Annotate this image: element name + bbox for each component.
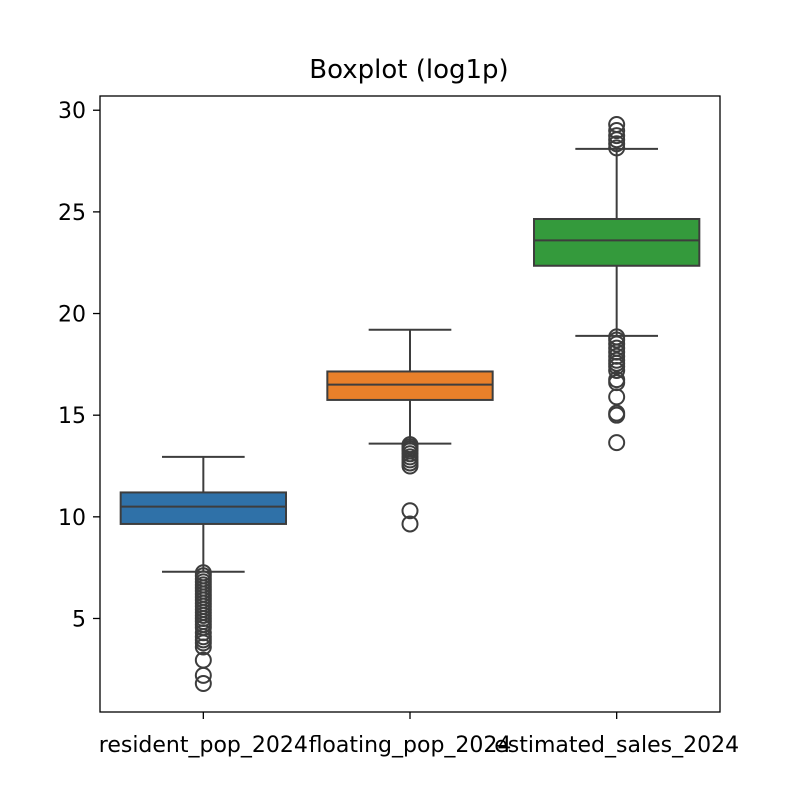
x-tick-label: estimated_sales_2024 <box>494 733 739 758</box>
box-group-resident_pop_2024 <box>119 455 287 693</box>
y-tick-label: 20 <box>58 303 86 328</box>
outlier-point <box>608 331 626 349</box>
iqr-box <box>119 491 287 525</box>
y-axis: 5 10 15 20 25 30 <box>58 99 100 632</box>
outlier-point <box>194 666 212 684</box>
iqr-box <box>533 217 701 267</box>
box-group-estimated_sales_2024 <box>533 115 701 452</box>
plot-frame <box>99 95 721 713</box>
outlier-point <box>608 406 626 424</box>
outlier-point <box>401 515 419 533</box>
outlier-point <box>608 135 626 153</box>
outlier-point <box>608 131 626 149</box>
outlier-point <box>608 127 626 145</box>
y-tick-label: 15 <box>58 404 86 429</box>
outlier-point <box>608 335 626 353</box>
outlier-point <box>608 122 626 140</box>
outlier-point <box>608 361 626 379</box>
iqr-box <box>326 370 494 401</box>
outlier-point <box>608 434 626 452</box>
x-tick-label: floating_pop_2024 <box>309 733 512 758</box>
y-tick-label: 5 <box>72 607 86 632</box>
x-axis: resident_pop_2024 floating_pop_2024estima… <box>99 712 739 758</box>
outlier-point <box>608 139 626 157</box>
x-tick-label: resident_pop_2024 <box>99 733 308 758</box>
outlier-point <box>401 457 419 475</box>
outlier-point <box>608 388 626 406</box>
outlier-point <box>194 675 212 693</box>
outlier-point <box>401 502 419 520</box>
y-tick-label: 25 <box>58 201 86 226</box>
box-group-floating_pop_2024 <box>326 328 494 533</box>
chart-title: Boxplot (log1p) <box>309 55 508 85</box>
outlier-point <box>608 357 626 375</box>
outlier-point <box>194 638 212 656</box>
outlier-point <box>194 634 212 652</box>
y-tick-label: 30 <box>58 99 86 124</box>
boxes-layer <box>119 115 701 693</box>
y-tick-label: 10 <box>58 506 86 531</box>
